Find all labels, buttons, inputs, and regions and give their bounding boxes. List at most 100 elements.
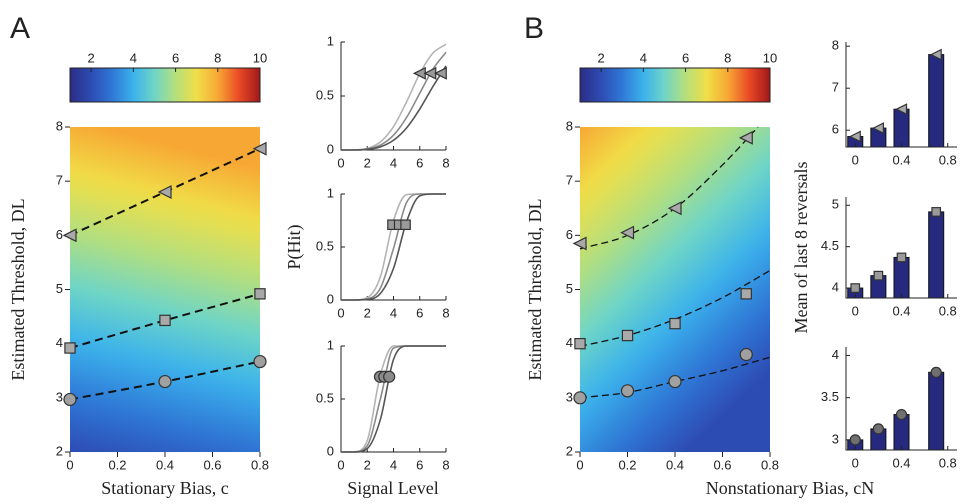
marker-square xyxy=(873,270,884,281)
x-tick-label: 0.8 xyxy=(939,455,957,470)
fit-line xyxy=(579,269,771,348)
colorbar-tick-label: 2 xyxy=(597,50,604,65)
y-tick-label: 1 xyxy=(327,337,334,352)
y-tick-label: 4 xyxy=(56,335,63,350)
y-tick-label: 4 xyxy=(566,335,573,350)
marker-circle xyxy=(895,408,908,421)
x-tick-label: 0.2 xyxy=(108,457,126,472)
marker-circle xyxy=(849,434,861,446)
marker-circle xyxy=(253,354,267,369)
colorbar-tick-label: 6 xyxy=(172,50,179,65)
x-tick-label: 8 xyxy=(442,457,449,472)
curve xyxy=(340,193,446,301)
axis-line xyxy=(845,42,957,148)
marker-circle xyxy=(63,392,77,407)
colorbar-tick-label: 4 xyxy=(640,50,647,65)
x-tick-label: 0.8 xyxy=(251,457,269,472)
y-axis-label: Mean of last 8 reversals xyxy=(791,162,811,334)
y-tick-label: 0 xyxy=(327,443,334,458)
marker-triangle xyxy=(620,225,635,240)
y-tick-label: 3 xyxy=(832,431,839,446)
x-tick-label: 0.6 xyxy=(203,457,221,472)
y-tick-label: 2 xyxy=(56,443,63,458)
curve xyxy=(340,65,447,151)
y-tick-label: 0.5 xyxy=(316,87,334,102)
marker-square xyxy=(64,342,76,354)
panel-label: A xyxy=(10,12,30,45)
axis-line xyxy=(845,197,957,299)
y-tick-label: 8 xyxy=(566,118,573,133)
x-tick-label: 0 xyxy=(337,457,344,472)
x-tick-label: 4 xyxy=(390,155,397,170)
y-tick-label: 1 xyxy=(327,33,334,48)
y-tick-label: 6 xyxy=(566,227,573,242)
marker-triangle xyxy=(667,201,682,216)
marker-triangle xyxy=(252,141,267,156)
y-tick-label: 5 xyxy=(56,281,63,296)
y-axis-label: Estimated Threshold, DL xyxy=(8,198,28,380)
y-tick-label: 8 xyxy=(832,38,839,53)
bar xyxy=(893,256,910,299)
x-tick-label: 8 xyxy=(442,305,449,320)
y-tick-label: 3 xyxy=(56,389,63,404)
x-tick-label: 4 xyxy=(390,457,397,472)
bar xyxy=(928,371,945,451)
panel-label: B xyxy=(524,12,544,45)
x-tick-label: 0 xyxy=(337,155,344,170)
y-tick-label: 7 xyxy=(56,173,63,188)
marker-triangle xyxy=(738,130,753,145)
marker-square xyxy=(931,207,942,217)
marker-square xyxy=(740,288,752,300)
colorbar xyxy=(579,67,771,103)
axis-line xyxy=(340,42,446,151)
x-axis-label: Signal Level xyxy=(347,478,438,498)
curve xyxy=(341,345,446,453)
marker-circle xyxy=(872,423,884,435)
y-tick-label: 4 xyxy=(832,347,839,362)
marker-circle xyxy=(930,366,942,378)
x-tick-label: 6 xyxy=(416,457,423,472)
heatmap xyxy=(70,127,260,452)
x-tick-label: 0 xyxy=(852,455,859,470)
x-tick-label: 0.4 xyxy=(892,152,910,167)
colorbar-tick-label: 8 xyxy=(724,50,731,65)
y-tick-label: 0.5 xyxy=(316,238,334,253)
x-tick-label: 0.8 xyxy=(761,457,779,472)
y-tick-label: 3.5 xyxy=(821,389,839,404)
marker-triangle xyxy=(572,236,587,251)
y-tick-label: 6 xyxy=(832,122,839,137)
y-tick-label: 4.5 xyxy=(821,238,839,253)
curve xyxy=(340,193,446,301)
marker-square xyxy=(574,337,586,350)
marker-circle xyxy=(668,374,682,389)
y-axis-label: Estimated Threshold, DL xyxy=(525,198,545,380)
x-tick-label: 6 xyxy=(416,155,423,170)
y-tick-label: 8 xyxy=(56,118,63,133)
marker-triangle xyxy=(62,228,77,243)
x-tick-label: 2 xyxy=(364,457,371,472)
colorbar-tick-label: 8 xyxy=(214,50,221,65)
colorbar-tick-label: 6 xyxy=(682,50,689,65)
marker-square xyxy=(621,329,634,342)
x-tick-label: 0 xyxy=(852,303,859,318)
x-tick-label: 0.4 xyxy=(892,455,910,470)
y-tick-label: 7 xyxy=(832,80,839,95)
bar xyxy=(928,211,945,299)
x-tick-label: 8 xyxy=(442,155,449,170)
y-tick-label: 5 xyxy=(566,281,573,296)
x-tick-label: 6 xyxy=(416,305,423,320)
colorbar xyxy=(69,67,261,103)
y-tick-label: 2 xyxy=(566,443,573,458)
y-tick-label: 0 xyxy=(327,291,334,306)
x-tick-label: 4 xyxy=(390,305,397,320)
y-tick-label: 7 xyxy=(566,173,573,188)
colorbar-tick-label: 10 xyxy=(763,50,777,65)
colorbar-tick-label: 10 xyxy=(253,50,267,65)
curve xyxy=(340,51,447,151)
y-tick-label: 5 xyxy=(832,197,839,212)
y-tick-label: 6 xyxy=(56,227,63,242)
marker-triangle xyxy=(157,185,172,199)
bar xyxy=(928,54,945,148)
x-tick-label: 0.8 xyxy=(939,152,957,167)
